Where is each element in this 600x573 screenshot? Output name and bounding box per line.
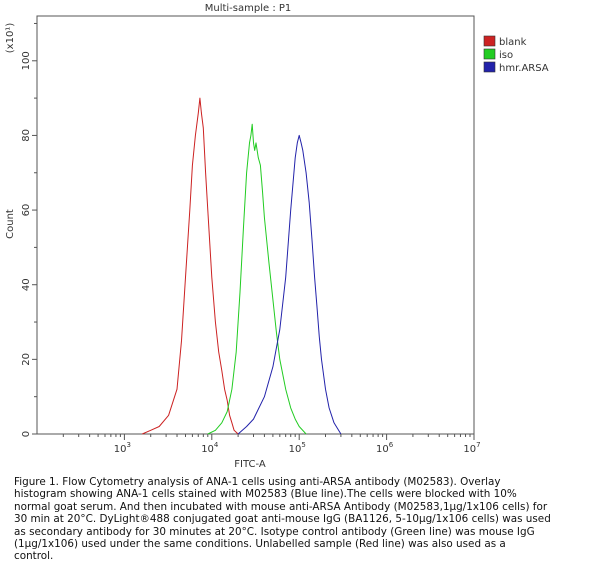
caption-line: Figure 1. Flow Cytometry analysis of ANA… <box>14 476 501 488</box>
legend-swatch <box>483 48 496 60</box>
series-lines <box>142 97 342 435</box>
x-tick-label: 104 <box>201 441 219 455</box>
x-tick-label: 105 <box>289 441 306 455</box>
caption-line: normal goat serum. And then incubated wi… <box>14 500 548 513</box>
y-axis-label: Count <box>5 209 16 239</box>
x-tick-label: 106 <box>376 441 394 455</box>
y-ticks: 0 20 40 60 80 100 <box>21 22 37 437</box>
x-tick-label: 103 <box>114 441 131 455</box>
legend-swatch <box>483 61 496 73</box>
x-tick-label: 107 <box>463 441 480 455</box>
series-line-iso <box>207 123 307 435</box>
plot-frame <box>36 15 475 435</box>
y-tick-label: 0 <box>21 431 32 437</box>
x-minor-ticks <box>62 434 471 437</box>
caption-line: (1μg/1x106) used under the same conditio… <box>14 538 506 551</box>
y-tick-label: 100 <box>21 51 32 70</box>
legend-label: blank <box>499 37 527 48</box>
figure-caption: Figure 1. Flow Cytometry analysis of ANA… <box>14 476 590 563</box>
series-line-hmr-arsa <box>237 134 342 435</box>
y-tick-label: 40 <box>21 278 32 291</box>
legend-label: iso <box>499 50 513 61</box>
caption-line: control. <box>14 550 54 563</box>
caption-line: histogram showing ANA-1 cells stained wi… <box>14 488 517 501</box>
x-axis-label: FITC-A <box>234 459 266 470</box>
y-multiplier-label: (x10¹) <box>5 23 16 54</box>
chart-title: Multi-sample : P1 <box>205 3 292 14</box>
caption-line: as secondary antibody for 30 minutes at … <box>14 525 535 538</box>
flow-cytometry-chart: 103 104 105 106 107 0 20 40 60 80 100 Multi-sampl… <box>5 3 549 470</box>
y-tick-label: 20 <box>21 353 32 366</box>
legend: blank iso hmr.ARSA <box>483 35 549 74</box>
legend-swatch <box>483 35 496 47</box>
y-tick-label: 80 <box>21 129 32 142</box>
legend-label: hmr.ARSA <box>499 63 549 74</box>
x-major-ticks: 103 104 105 106 107 <box>114 434 481 455</box>
series-line-blank <box>142 97 239 435</box>
y-tick-label: 60 <box>21 204 32 217</box>
caption-line: 30 min at 20°C. DyLight®488 conjugated g… <box>14 513 551 526</box>
